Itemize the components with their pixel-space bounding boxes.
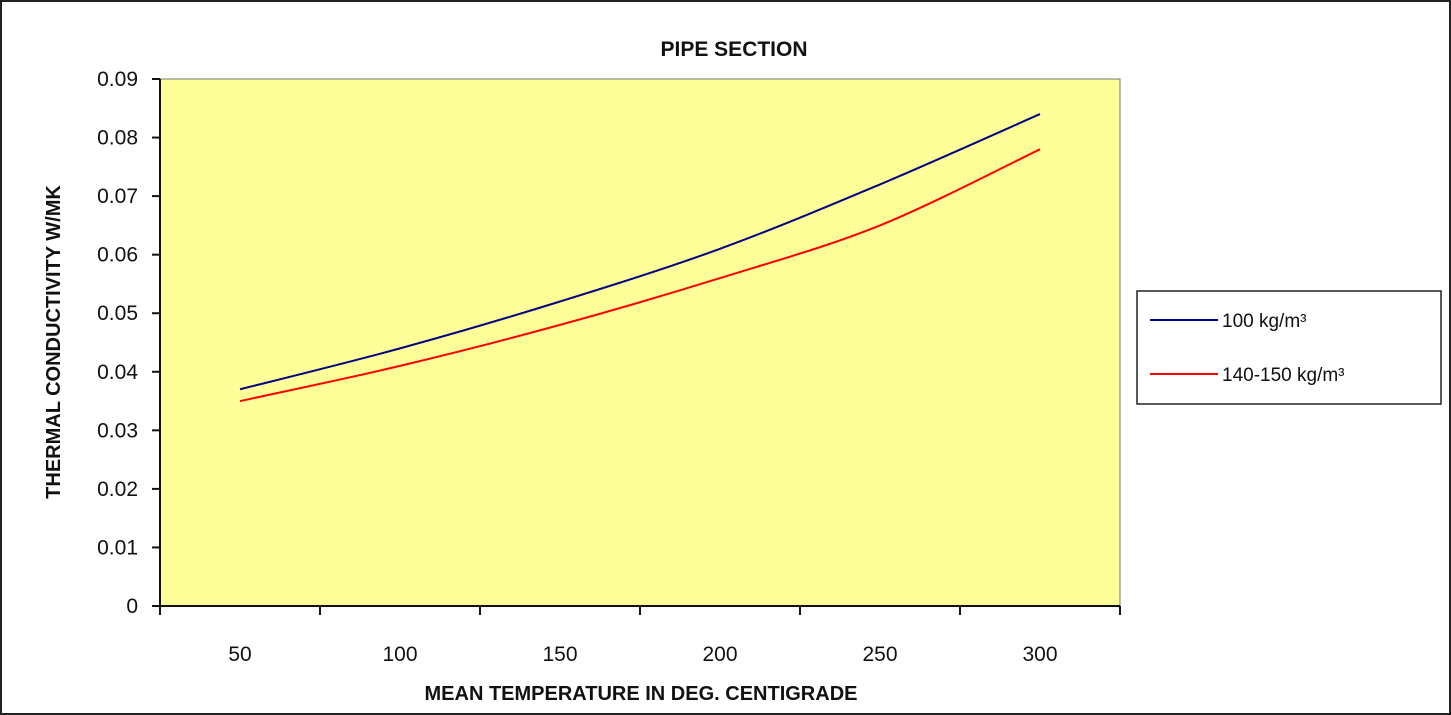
series-line-1 [239, 113, 1041, 391]
chart-title: PIPE SECTION [660, 38, 807, 61]
y-tick-label: 0.04 [97, 361, 138, 384]
legend-label-2: 140-150 kg/m³ [1222, 365, 1345, 386]
plot-area [159, 78, 1121, 607]
y-tick-label: 0.03 [97, 419, 138, 442]
y-axis-title: THERMAL CONDUCTIVITY W/MK [43, 185, 65, 499]
y-tick-label: 0.09 [97, 68, 138, 91]
y-tick-label: 0.01 [97, 536, 138, 559]
x-tick-label: 150 [542, 643, 577, 666]
x-tick-label: 50 [228, 643, 251, 666]
y-tick-label: 0.07 [97, 185, 138, 208]
x-axis: 50 100 150 200 250 300 [159, 605, 1121, 666]
legend-label-1: 100 kg/m³ [1222, 311, 1306, 332]
y-tick-label: 0.06 [97, 244, 138, 267]
x-tick-label: 250 [862, 643, 897, 666]
legend: 100 kg/m³ 140-150 kg/m³ [1136, 290, 1442, 405]
legend-box [1136, 290, 1442, 405]
x-tick-label: 300 [1022, 643, 1057, 666]
series-lines [239, 113, 1041, 403]
x-axis-title: MEAN TEMPERATURE IN DEG. CENTIGRADE [425, 683, 858, 705]
y-axis: 0 0.01 0.02 0.03 0.04 0.05 0.06 0.07 0.08 0.09 [97, 68, 161, 618]
y-tick-label: 0.08 [97, 127, 138, 150]
y-tick-label: 0 [126, 595, 138, 618]
y-tick-label: 0.02 [97, 478, 138, 501]
y-tick-label: 0.05 [97, 302, 138, 325]
x-tick-label: 100 [382, 643, 417, 666]
x-tick-label: 200 [702, 643, 737, 666]
series-line-2 [239, 148, 1041, 403]
